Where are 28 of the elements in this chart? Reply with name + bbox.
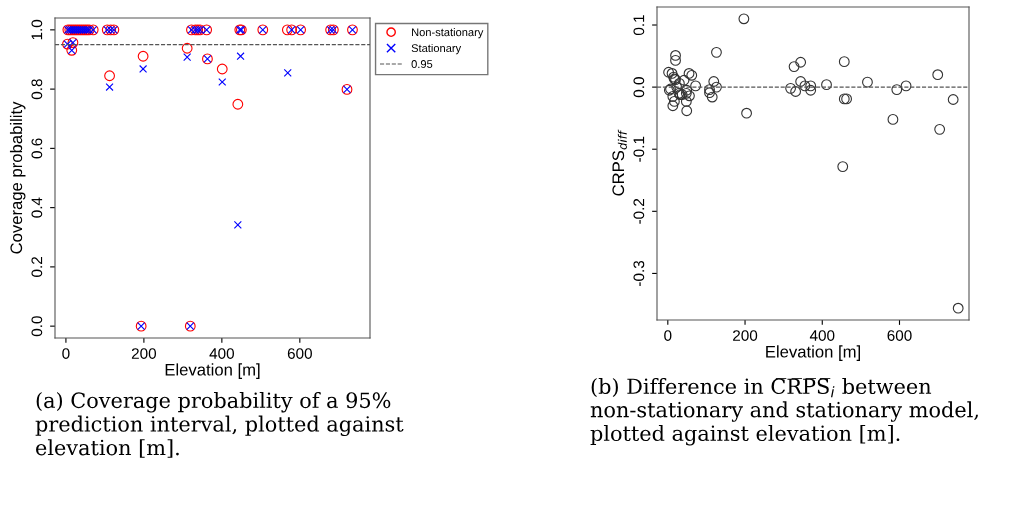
legend-label: Non-stationary bbox=[412, 28, 484, 39]
y-tick-label: 0.1 bbox=[633, 15, 645, 36]
y-tick-label: -0.2 bbox=[633, 198, 645, 224]
x-axis-title: Elevation [m] bbox=[165, 363, 260, 379]
x-tick-label: 600 bbox=[887, 330, 912, 341]
y-axis-title: Coverage probability bbox=[9, 101, 26, 254]
x-tick-label: 400 bbox=[209, 348, 235, 359]
x-tick-label: 400 bbox=[809, 330, 835, 341]
y-tick-label: 0.2 bbox=[31, 257, 43, 277]
x-tick-label: 200 bbox=[733, 330, 758, 341]
x-tick-label: 200 bbox=[131, 348, 157, 359]
text: (b) Difference in C̅R̅P̅S̅$_{i}$ between non-stationary and stationary model, plotted against elevation [m]. bbox=[590, 378, 978, 446]
x-tick-label: 600 bbox=[287, 348, 312, 359]
y-tick-label: -0.3 bbox=[633, 260, 645, 286]
y-tick-label: 1.0 bbox=[31, 19, 43, 40]
x-axis-title: Elevation [m] bbox=[766, 345, 860, 361]
y-tick-label: 0.4 bbox=[31, 197, 43, 218]
x-tick-label: 0 bbox=[664, 330, 672, 341]
x-tick-label: 0 bbox=[62, 348, 70, 359]
y-tick-label: -0.1 bbox=[633, 136, 645, 162]
text: (a) Coverage probability of a 95% prediction interval, plotted against elevation [m]. bbox=[35, 392, 404, 458]
y-axis-title: CRPS$_{diff}$ bbox=[612, 129, 627, 196]
y-tick-label: 0.8 bbox=[31, 79, 43, 100]
y-tick-label: 0.6 bbox=[31, 138, 43, 159]
legend-label: Stationary bbox=[411, 43, 462, 55]
y-tick-label: 0.0 bbox=[633, 77, 645, 98]
y-tick-label: 0.0 bbox=[31, 316, 43, 337]
legend-label: 0.95 bbox=[411, 60, 433, 68]
